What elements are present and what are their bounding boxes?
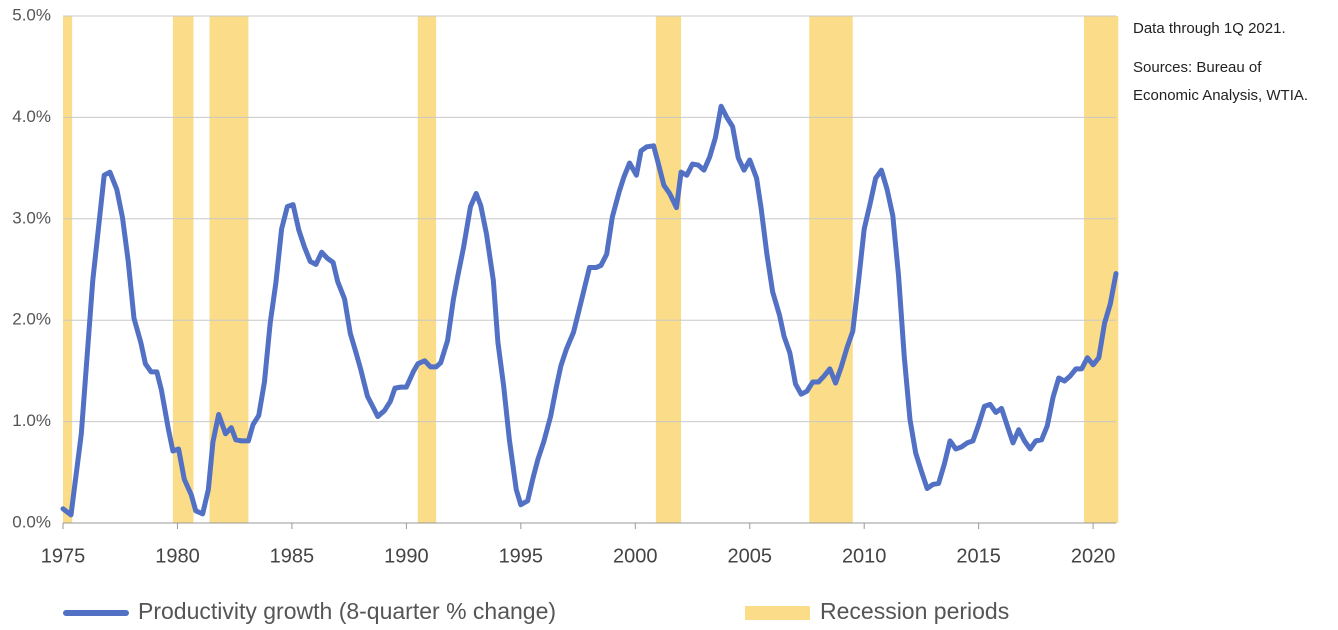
x-tick-label: 1995 <box>499 545 544 567</box>
legend-label: Productivity growth (8-quarter % change) <box>138 598 556 624</box>
y-tick-label: 2.0% <box>12 310 51 329</box>
recession-band <box>63 16 73 523</box>
y-tick-label: 1.0% <box>12 411 51 430</box>
recession-band <box>417 16 437 523</box>
y-tick-label: 0.0% <box>12 512 51 531</box>
x-tick-label: 2015 <box>956 545 1001 567</box>
source-note: Economic Analysis, WTIA. <box>1133 87 1308 104</box>
x-tick-label: 2010 <box>842 545 887 567</box>
series-line <box>60 103 1119 518</box>
recession-band <box>1083 16 1119 523</box>
x-tick-label: 1975 <box>41 545 86 567</box>
recession-band <box>172 16 194 523</box>
y-tick-label: 4.0% <box>12 107 51 126</box>
note: Data through 1Q 2021. <box>1133 20 1286 37</box>
y-tick-label: 5.0% <box>12 5 51 24</box>
recession-band <box>809 16 853 523</box>
recession-band <box>655 16 682 523</box>
x-tick-label: 1985 <box>270 545 315 567</box>
y-tick-label: 3.0% <box>12 208 51 227</box>
x-tick-label: 1990 <box>384 545 429 567</box>
recession-band <box>209 16 249 523</box>
source-note: Sources: Bureau of <box>1133 59 1262 76</box>
x-tick-label: 2005 <box>727 545 772 567</box>
x-tick-label: 1980 <box>155 545 200 567</box>
legend-label: Recession periods <box>820 598 1009 624</box>
x-tick-label: 2000 <box>613 545 658 567</box>
x-tick-label: 2020 <box>1071 545 1116 567</box>
legend-swatch <box>745 606 810 620</box>
